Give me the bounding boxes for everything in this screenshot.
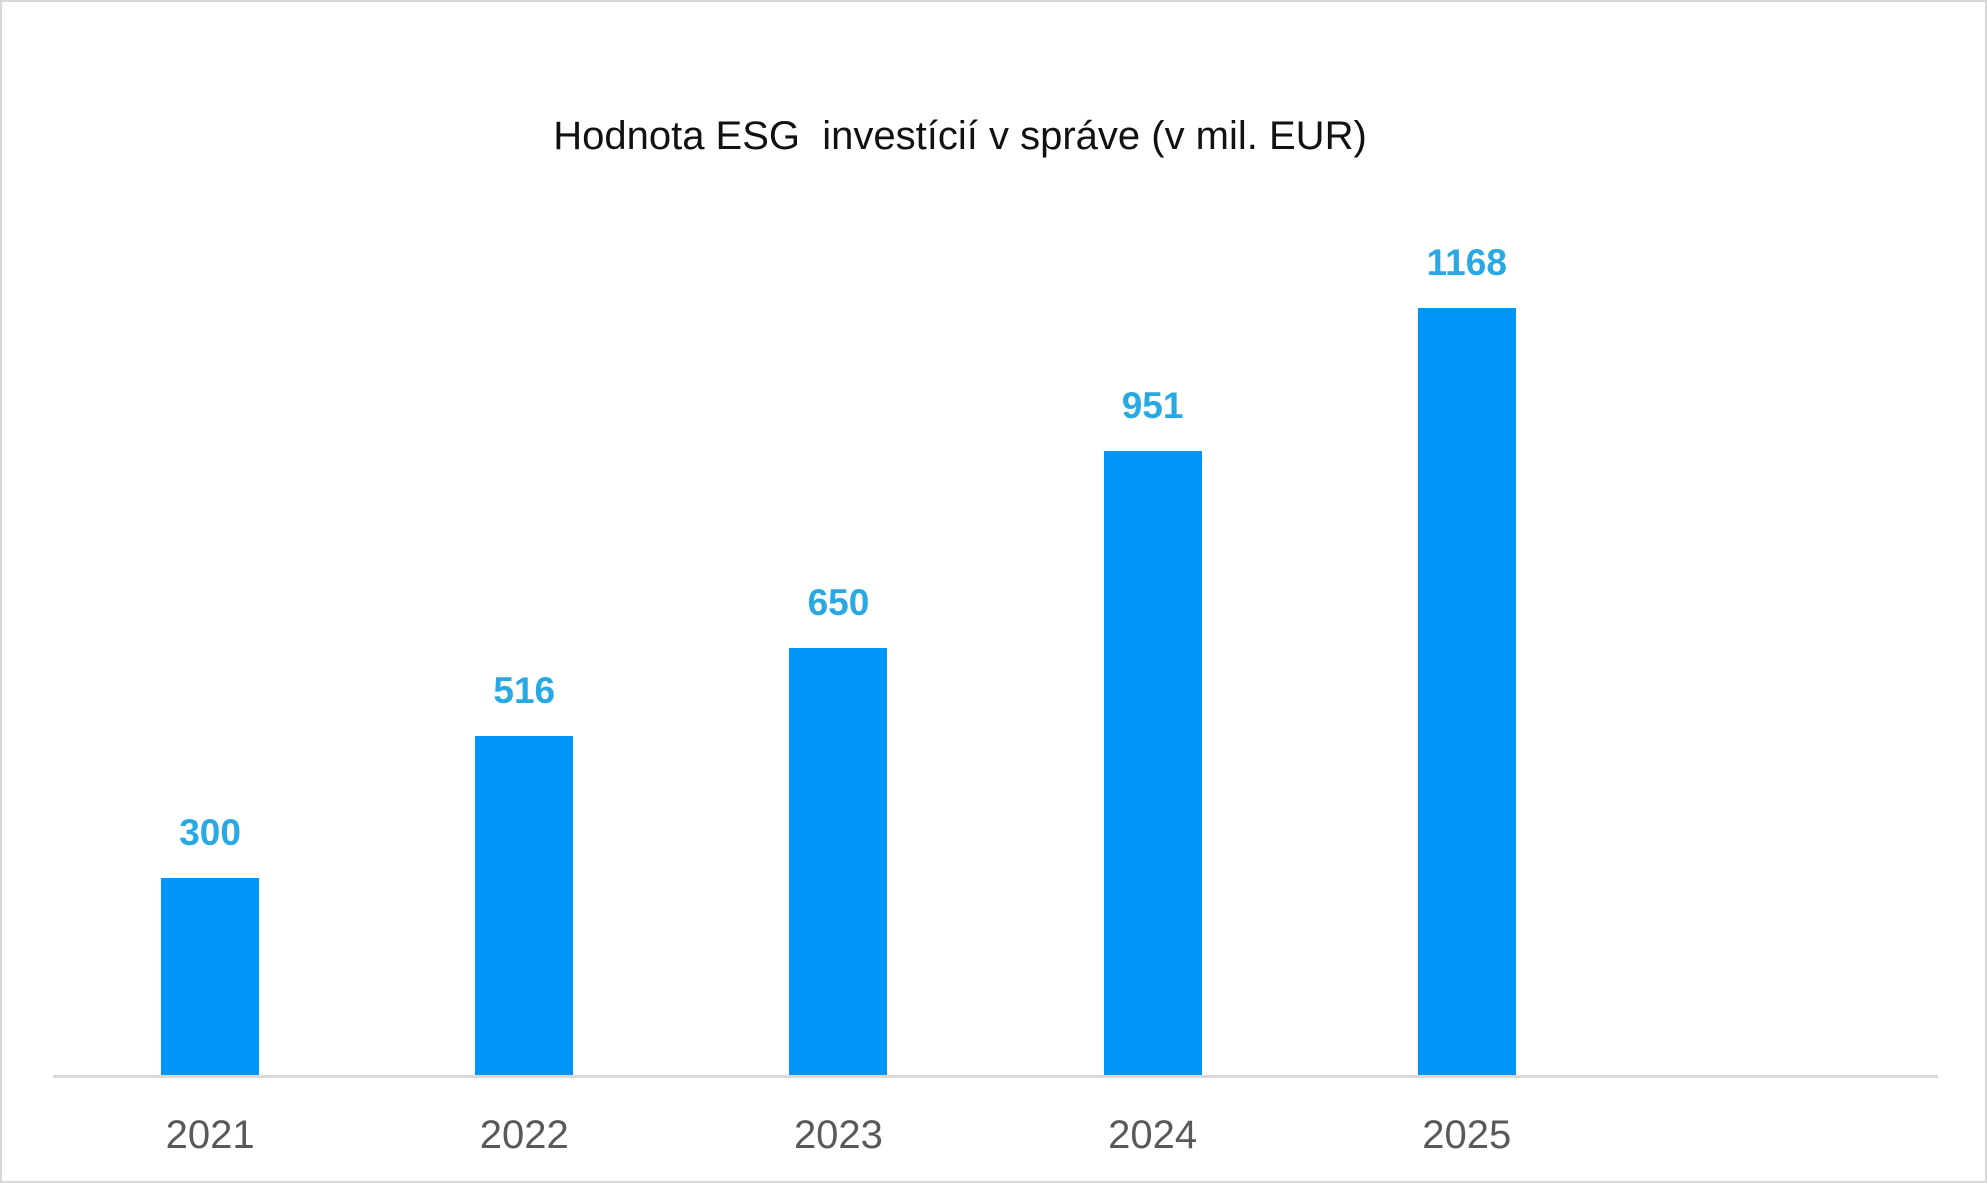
chart-title: Hodnota ESG investícií v správe (v mil. … <box>553 114 1367 158</box>
x-axis-label: 2021 <box>165 1113 255 1157</box>
bar-value-label: 300 <box>179 812 241 853</box>
x-axis-label: 2023 <box>793 1113 883 1157</box>
x-axis-label: 2022 <box>479 1113 569 1157</box>
bar-slot: 951 <box>996 2 1310 1075</box>
x-axis-label-empty <box>1624 1107 1938 1163</box>
bar-slot: 516 <box>367 2 681 1075</box>
bar-2021 <box>161 878 260 1075</box>
bar-slot: 1168 <box>1310 2 1624 1075</box>
x-axis-label: 2024 <box>1108 1113 1198 1157</box>
bar-2025 <box>1417 308 1516 1075</box>
x-axis-labels: 2021 2022 2023 2024 2025 <box>53 1107 1938 1163</box>
plot-area: 300 516 650 951 1168 2021 2022 2023 2024 2025 <box>53 2 1938 1181</box>
x-axis-label: 2025 <box>1422 1113 1512 1157</box>
bar-value-label: 951 <box>1121 385 1184 426</box>
bar-2023 <box>789 648 888 1075</box>
bars-row: 300 516 650 951 1168 <box>53 2 1938 1075</box>
bar-2022 <box>475 736 574 1075</box>
empty-slot <box>1624 2 1938 1075</box>
x-axis-line <box>53 1075 1938 1078</box>
bar-slot: 650 <box>681 2 995 1075</box>
bar-slot: 300 <box>53 2 367 1075</box>
bar-value-label: 1168 <box>1426 242 1507 283</box>
bar-2024 <box>1103 451 1202 1075</box>
bar-value-label: 516 <box>493 670 556 711</box>
bar-value-label: 650 <box>807 582 870 623</box>
